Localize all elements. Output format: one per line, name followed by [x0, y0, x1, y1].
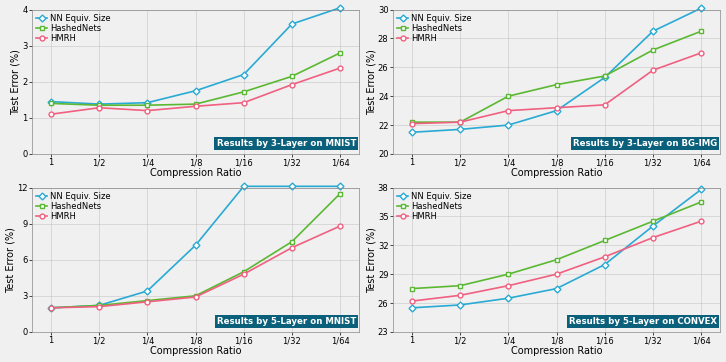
Y-axis label: Test Error (%): Test Error (%) [367, 49, 377, 115]
Y-axis label: Test Error (%): Test Error (%) [367, 227, 376, 292]
Y-axis label: Test Error (%): Test Error (%) [11, 49, 20, 115]
Legend: NN Equiv. Size, HashedNets, HMRH: NN Equiv. Size, HashedNets, HMRH [395, 12, 473, 45]
Legend: NN Equiv. Size, HashedNets, HMRH: NN Equiv. Size, HashedNets, HMRH [34, 12, 113, 45]
Y-axis label: Test Error (%): Test Error (%) [6, 227, 15, 292]
X-axis label: Compression Ratio: Compression Ratio [511, 168, 603, 178]
X-axis label: Compression Ratio: Compression Ratio [150, 346, 241, 357]
Text: Results by 3-Layer on MNIST: Results by 3-Layer on MNIST [216, 139, 356, 148]
Legend: NN Equiv. Size, HashedNets, HMRH: NN Equiv. Size, HashedNets, HMRH [34, 190, 113, 223]
Text: Results by 3-Layer on BG-IMG: Results by 3-Layer on BG-IMG [573, 139, 717, 148]
Text: Results by 5-Layer on CONVEX: Results by 5-Layer on CONVEX [569, 317, 717, 326]
Text: Results by 5-Layer on MNIST: Results by 5-Layer on MNIST [217, 317, 356, 326]
Legend: NN Equiv. Size, HashedNets, HMRH: NN Equiv. Size, HashedNets, HMRH [395, 190, 473, 223]
X-axis label: Compression Ratio: Compression Ratio [150, 168, 241, 178]
X-axis label: Compression Ratio: Compression Ratio [511, 346, 603, 357]
